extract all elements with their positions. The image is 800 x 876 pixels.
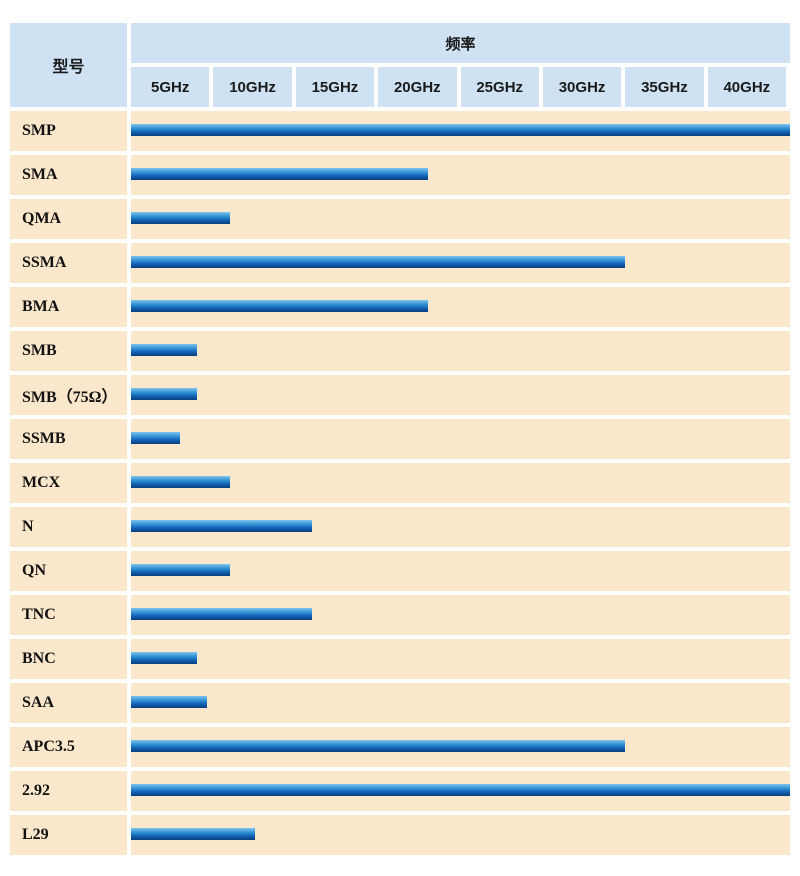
frequency-bar (131, 828, 255, 840)
frequency-tick-label: 5GHz (131, 67, 210, 107)
row-model-label: SSMB (10, 419, 127, 459)
frequency-tick-label: 25GHz (460, 67, 539, 107)
row-model-label: BNC (10, 639, 127, 679)
frequency-bar (131, 388, 197, 400)
row-model-label: TNC (10, 595, 127, 635)
frequency-tick-label: 35GHz (625, 67, 704, 107)
row-plot-area (131, 683, 790, 723)
row-plot-area (131, 199, 790, 239)
frequency-bar (131, 124, 790, 136)
row-plot-area (131, 375, 790, 415)
frequency-bar (131, 608, 312, 620)
row-model-label: MCX (10, 463, 127, 503)
frequency-bar (131, 784, 790, 796)
row-model-label: SMB（75Ω） (10, 375, 127, 415)
frequency-bar (131, 212, 230, 224)
model-header: 型号 (10, 23, 127, 107)
frequency-bar (131, 168, 428, 180)
frequency-header-label: 频率 (445, 35, 476, 53)
model-header-label: 型号 (52, 59, 85, 76)
frequency-bar (131, 432, 180, 444)
frequency-bar (131, 300, 428, 312)
row-plot-area (131, 419, 790, 459)
row-model-label: SMB (10, 331, 127, 371)
row-model-label: 2.92 (10, 771, 127, 811)
frequency-bar (131, 652, 197, 664)
row-model-label: SMP (10, 111, 127, 151)
frequency-bar (131, 564, 230, 576)
row-model-label: BMA (10, 287, 127, 327)
frequency-bar (131, 520, 312, 532)
frequency-tick-label: 40GHz (707, 67, 786, 107)
row-plot-area (131, 551, 790, 591)
row-plot-area (131, 331, 790, 371)
frequency-bar (131, 476, 230, 488)
frequency-bar (131, 256, 625, 268)
row-model-label: APC3.5 (10, 727, 127, 767)
frequency-tick-label: 20GHz (378, 67, 457, 107)
frequency-bar (131, 740, 625, 752)
frequency-tick-label: 30GHz (542, 67, 622, 107)
row-plot-area (131, 463, 790, 503)
frequency-tick-label: 10GHz (213, 67, 292, 107)
row-model-label: SAA (10, 683, 127, 723)
frequency-bar (131, 344, 197, 356)
row-model-label: L29 (10, 815, 127, 855)
row-model-label: QMA (10, 199, 127, 239)
frequency-tick-label: 15GHz (295, 67, 375, 107)
row-model-label: SSMA (10, 243, 127, 283)
row-model-label: QN (10, 551, 127, 591)
frequency-bar (131, 696, 207, 708)
row-plot-area (131, 639, 790, 679)
row-model-label: N (10, 507, 127, 547)
row-model-label: SMA (10, 155, 127, 195)
frequency-header: 频率 (131, 23, 790, 63)
